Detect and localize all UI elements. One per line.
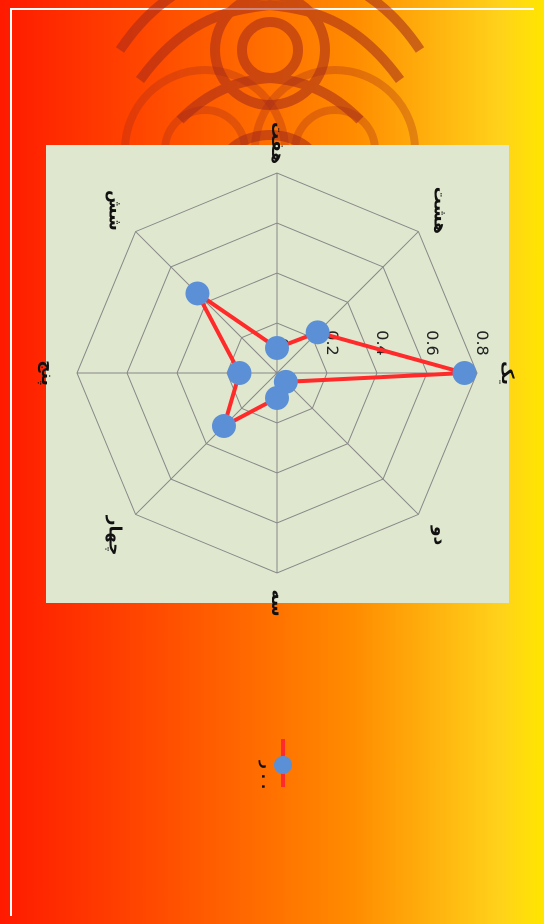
grid-spoke [135,372,278,515]
category-label: دو [430,525,450,546]
data-point [211,414,236,439]
radial-tick-label: 0.8 [473,330,492,355]
grid-spoke [135,231,278,374]
data-point [227,361,252,385]
data-point [185,281,210,306]
category-label: پنج [37,360,57,386]
category-label: سه [267,589,287,616]
data-point [265,336,289,360]
data-point [305,320,330,345]
data-point [265,386,289,410]
series-1 [185,281,477,439]
category-label: یک [497,361,517,385]
legend-marker [274,756,292,774]
grid-spoke [276,372,419,515]
grid-spoke [276,231,419,374]
radial-tick-label: 0.6 [423,330,442,355]
category-label: شش [104,190,124,231]
category-label: هشت [430,187,450,234]
category-label: چهار [104,515,124,556]
category-label: هفت [267,122,287,164]
radar-grid [76,172,478,574]
legend-label: ر . . [258,760,274,789]
data-point [452,361,477,385]
legend: ر . . [258,739,292,789]
category-labels: یک دو سه چهار پنج شش هفت هشت [37,122,517,617]
